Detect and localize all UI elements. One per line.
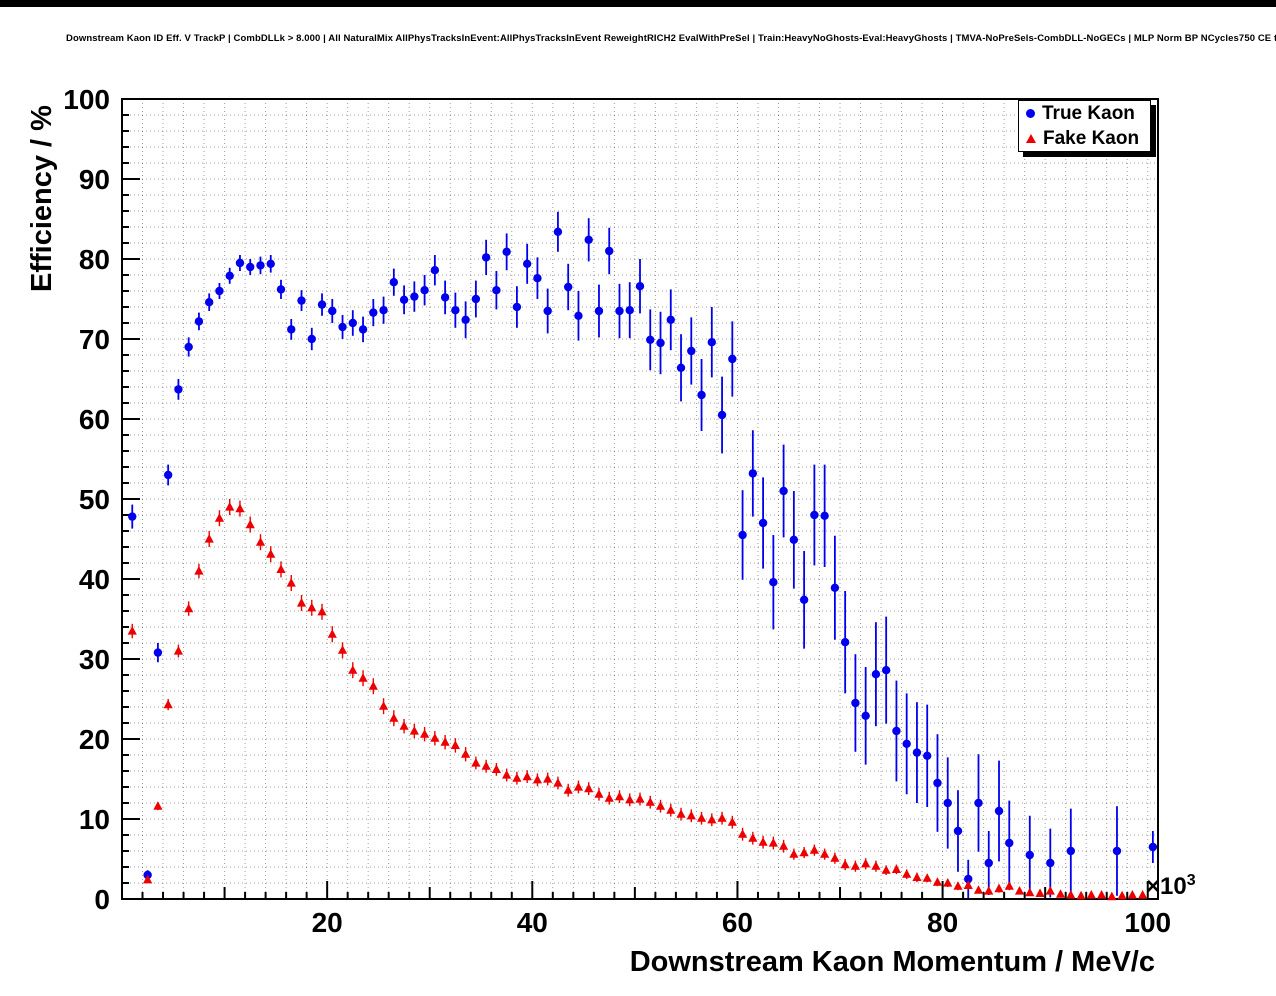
svg-text:70: 70 bbox=[79, 324, 110, 355]
x-axis-title: Downstream Kaon Momentum / MeV/c bbox=[629, 946, 1155, 978]
svg-text:100: 100 bbox=[63, 84, 110, 115]
legend-label-fake-kaon: Fake Kaon bbox=[1043, 128, 1140, 149]
svg-text:10: 10 bbox=[79, 804, 110, 835]
svg-text:90: 90 bbox=[79, 164, 110, 195]
svg-text:30: 30 bbox=[79, 644, 110, 675]
legend: True Kaon Fake Kaon bbox=[1018, 100, 1151, 152]
y-axis-title: Efficiency / % bbox=[26, 105, 58, 292]
svg-text:60: 60 bbox=[79, 404, 110, 435]
legend-entry-true-kaon: True Kaon bbox=[1019, 102, 1150, 126]
svg-text:80: 80 bbox=[927, 907, 958, 938]
svg-text:20: 20 bbox=[312, 907, 343, 938]
svg-text:80: 80 bbox=[79, 244, 110, 275]
svg-text:20: 20 bbox=[79, 724, 110, 755]
plot-title: Downstream Kaon ID Eff. V TrackP | CombD… bbox=[66, 33, 1276, 44]
fake-kaon-marker-icon bbox=[1026, 134, 1036, 143]
true-kaon-marker-icon bbox=[1026, 109, 1035, 118]
x-axis-multiplier-exp: 3 bbox=[1186, 872, 1196, 889]
window-top-bar bbox=[0, 0, 1276, 7]
svg-text:100: 100 bbox=[1124, 907, 1171, 938]
svg-text:50: 50 bbox=[79, 484, 110, 515]
legend-label-true-kaon: True Kaon bbox=[1042, 103, 1135, 124]
svg-text:40: 40 bbox=[79, 564, 110, 595]
svg-text:40: 40 bbox=[517, 907, 548, 938]
x-axis-multiplier-base: ×10 bbox=[1146, 873, 1187, 900]
svg-text:60: 60 bbox=[722, 907, 753, 938]
x-axis-multiplier: ×103 bbox=[1146, 872, 1196, 901]
legend-entry-fake-kaon: Fake Kaon bbox=[1019, 127, 1150, 151]
svg-text:0: 0 bbox=[94, 884, 110, 915]
